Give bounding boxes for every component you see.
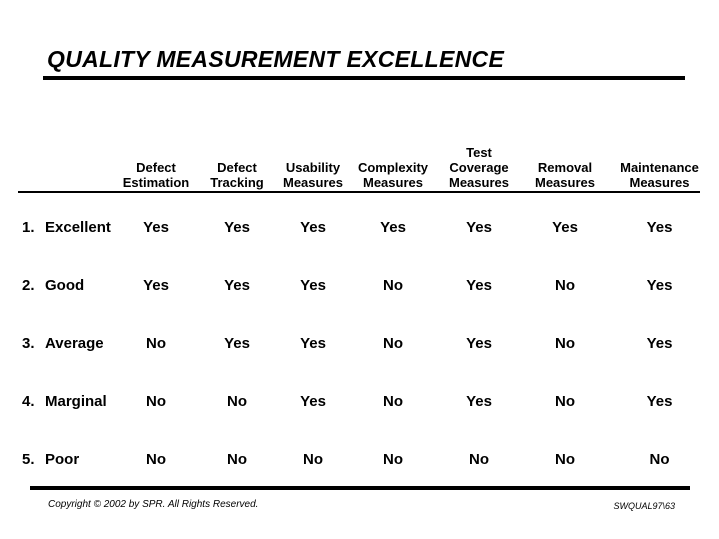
row-label: 5. Poor (0, 451, 115, 468)
table-row: 5. Poor No No No No No No No (0, 430, 719, 488)
table-cell: Yes (224, 334, 250, 352)
row-label: 3. Average (0, 335, 115, 352)
table-cell: Yes (300, 334, 326, 352)
header-underline (18, 191, 700, 193)
table-cell: No (383, 392, 403, 410)
footer-rule (30, 486, 690, 490)
table-cell: No (555, 392, 575, 410)
table-cell: No (555, 450, 575, 468)
table-cell: Yes (646, 334, 673, 352)
table-cell: Yes (380, 218, 406, 236)
row-number: 5. (22, 450, 35, 468)
table-cell: No (555, 276, 575, 294)
table-cell: No (227, 450, 247, 468)
row-name: Average (45, 334, 104, 352)
table-row: 2. Good Yes Yes Yes No Yes No Yes (0, 256, 719, 314)
column-header: Usability Measures (283, 160, 343, 190)
table-cell: Yes (466, 218, 492, 236)
row-number: 2. (22, 276, 35, 294)
row-number: 1. (22, 218, 35, 236)
table-cell: Yes (466, 392, 492, 410)
table-row: 1. Excellent Yes Yes Yes Yes Yes Yes Yes (0, 198, 719, 256)
table-cell: Yes (300, 218, 326, 236)
row-name: Poor (45, 450, 80, 468)
column-header: Defect Estimation (122, 160, 190, 190)
table-cell: No (649, 450, 670, 468)
copyright-text: Copyright © 2002 by SPR. All Rights Rese… (48, 499, 259, 510)
column-header: Maintenance Measures (620, 160, 699, 190)
table-cell: Yes (224, 218, 250, 236)
table-cell: No (227, 392, 247, 410)
table-cell: Yes (466, 276, 492, 294)
table-cell: No (146, 450, 166, 468)
row-label: 2. Good (0, 277, 115, 294)
table-row: 4. Marginal No No Yes No Yes No Yes (0, 372, 719, 430)
table-header-row: Defect Estimation Defect Tracking Usabilit… (0, 135, 719, 191)
table-cell: No (383, 450, 403, 468)
row-name: Marginal (45, 392, 107, 410)
column-header: Defect Tracking (210, 160, 264, 190)
table-cell: Yes (552, 218, 578, 236)
slide-code-text: SWQUAL97\63 (613, 501, 675, 511)
row-number: 3. (22, 334, 35, 352)
table-cell: No (555, 334, 575, 352)
column-header: Test Coverage Measures (449, 145, 509, 190)
table-cell: Yes (466, 334, 492, 352)
row-label: 4. Marginal (0, 393, 115, 410)
row-name: Good (45, 276, 85, 294)
row-number: 4. (22, 392, 35, 410)
table-cell: Yes (143, 218, 169, 236)
slide-title: QUALITY MEASUREMENT EXCELLENCE (47, 46, 505, 72)
table-body: 1. Excellent Yes Yes Yes Yes Yes Yes Yes 2. Good Ye… (0, 198, 719, 488)
title-underline (43, 76, 685, 80)
table-cell: Yes (143, 276, 169, 294)
table-cell: No (383, 276, 403, 294)
table-cell: Yes (300, 392, 326, 410)
table-cell: Yes (646, 392, 673, 410)
column-header: Removal Measures (535, 160, 595, 190)
row-name: Excellent (45, 218, 111, 236)
table-cell: Yes (300, 276, 326, 294)
table-cell: Yes (646, 276, 673, 294)
table-cell: Yes (646, 218, 673, 236)
table-row: 3. Average No Yes Yes No Yes No Yes (0, 314, 719, 372)
table-cell: No (146, 392, 166, 410)
table-cell: No (303, 450, 323, 468)
table-cell: Yes (224, 276, 250, 294)
table-cell: No (146, 334, 166, 352)
row-label: 1. Excellent (0, 219, 115, 236)
table-cell: No (469, 450, 489, 468)
table-cell: No (383, 334, 403, 352)
column-header: Complexity Measures (357, 160, 429, 190)
